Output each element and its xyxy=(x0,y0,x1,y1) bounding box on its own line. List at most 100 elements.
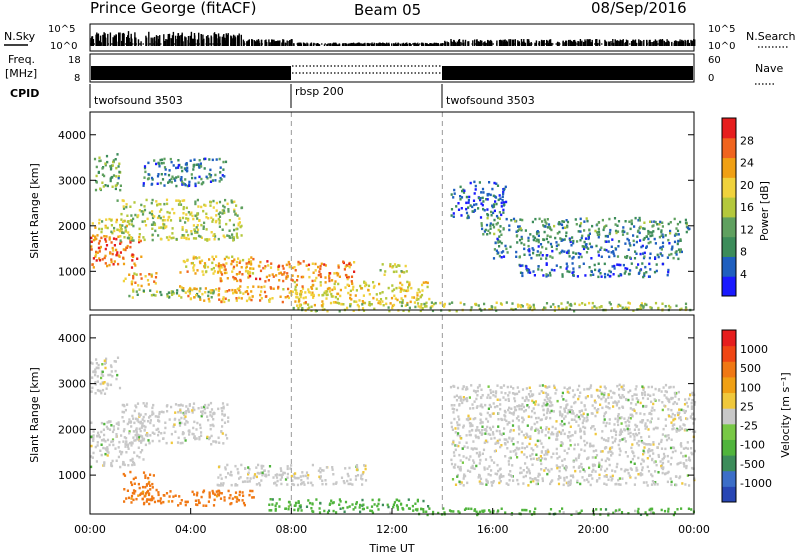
noise-right-tick-top: 10^5 xyxy=(708,24,735,35)
power-cell xyxy=(654,220,657,224)
power-cell xyxy=(498,254,501,258)
power-cell xyxy=(519,304,522,307)
power-cell xyxy=(473,180,476,184)
noise-trace-mark xyxy=(450,39,452,46)
power-cell xyxy=(637,308,641,311)
noise-trace-mark xyxy=(369,43,371,46)
power-cell xyxy=(644,265,647,269)
velocity-cell xyxy=(125,497,128,500)
velocity-cell xyxy=(544,434,547,437)
power-ytick-label-2: 3000 xyxy=(58,174,86,187)
velocity-cell xyxy=(148,441,151,445)
velocity-cell xyxy=(452,384,455,388)
power-cell xyxy=(337,282,340,286)
noise-trace-mark xyxy=(458,39,461,46)
velocity-cell xyxy=(531,452,534,456)
power-cell xyxy=(497,198,500,202)
velocity-cell xyxy=(643,413,646,416)
noise-trace-mark xyxy=(562,40,564,46)
power-cell xyxy=(223,211,226,215)
power-cell xyxy=(165,236,169,239)
velocity-cell xyxy=(505,482,508,485)
velocity-cell xyxy=(117,421,120,424)
velocity-cell xyxy=(661,471,664,475)
velocity-cell xyxy=(667,434,670,437)
power-cell xyxy=(352,309,355,312)
power-cell xyxy=(160,162,163,165)
velocity-cell xyxy=(213,412,216,415)
power-cell xyxy=(678,250,682,254)
velocity-cell xyxy=(600,392,603,396)
power-cell xyxy=(148,211,151,215)
velocity-cell xyxy=(322,469,325,472)
power-cell xyxy=(190,173,193,176)
velocity-cell xyxy=(193,436,196,439)
power-cell xyxy=(187,237,190,241)
power-cell xyxy=(529,305,532,309)
velocity-cell xyxy=(92,430,95,433)
power-cell xyxy=(537,265,540,268)
velocity-cell xyxy=(119,465,122,469)
power-cell xyxy=(125,224,128,228)
power-cell xyxy=(278,279,281,282)
power-cell xyxy=(502,192,505,196)
power-cell xyxy=(315,309,318,312)
velocity-cell xyxy=(573,443,576,447)
velocity-cell xyxy=(635,466,638,470)
power-cell xyxy=(635,240,638,244)
velocity-cell xyxy=(186,421,189,424)
velocity-cell xyxy=(564,415,567,418)
power-cell xyxy=(111,175,114,179)
velocity-cell xyxy=(483,468,486,471)
power-cell xyxy=(558,222,561,226)
velocity-cell xyxy=(582,412,585,415)
velocity-cell xyxy=(566,452,569,455)
velocity-cell xyxy=(580,448,583,451)
velocity-cell xyxy=(565,399,568,402)
power-cell xyxy=(207,297,210,301)
velocity-cell xyxy=(610,450,613,454)
noise-trace-mark xyxy=(226,35,228,46)
power-cell xyxy=(459,185,462,189)
velocity-cell xyxy=(550,401,553,404)
power-cell xyxy=(193,287,196,290)
power-cell xyxy=(417,288,420,291)
velocity-cell xyxy=(643,446,646,449)
power-cell xyxy=(297,260,300,264)
noise-trace-mark xyxy=(442,44,444,46)
noise-trace-mark xyxy=(218,39,220,46)
velocity-cell xyxy=(505,438,508,441)
velocity-cell xyxy=(479,482,482,485)
power-cell xyxy=(214,173,217,177)
power-cell xyxy=(500,233,503,236)
power-cell xyxy=(381,300,384,303)
power-cell xyxy=(136,257,139,260)
velocity-cell xyxy=(151,439,154,443)
velocity-cell xyxy=(651,406,654,409)
power-cell xyxy=(206,177,209,180)
power-cell xyxy=(192,266,195,269)
power-cell xyxy=(652,224,655,227)
power-cell xyxy=(633,225,636,228)
power-cell xyxy=(199,287,202,290)
velocity-cell xyxy=(686,405,689,408)
power-cell xyxy=(605,248,608,252)
velocity-cell xyxy=(102,438,105,441)
power-cell xyxy=(641,244,644,248)
power-cell xyxy=(579,217,582,221)
power-cell xyxy=(219,277,222,280)
velocity-cell xyxy=(540,468,543,471)
velocity-cell xyxy=(456,433,459,437)
noise-trace-mark xyxy=(130,33,132,46)
velocity-cell xyxy=(521,388,525,391)
power-cell xyxy=(224,290,227,293)
velocity-cell xyxy=(531,399,534,403)
velocity-cell xyxy=(640,436,643,439)
power-cell xyxy=(218,298,221,301)
velocity-cell xyxy=(132,436,135,439)
power-cell xyxy=(222,209,226,212)
velocity-cell xyxy=(633,428,636,431)
power-cell xyxy=(281,300,284,304)
power-cell xyxy=(373,307,376,311)
velocity-cell xyxy=(474,429,478,432)
